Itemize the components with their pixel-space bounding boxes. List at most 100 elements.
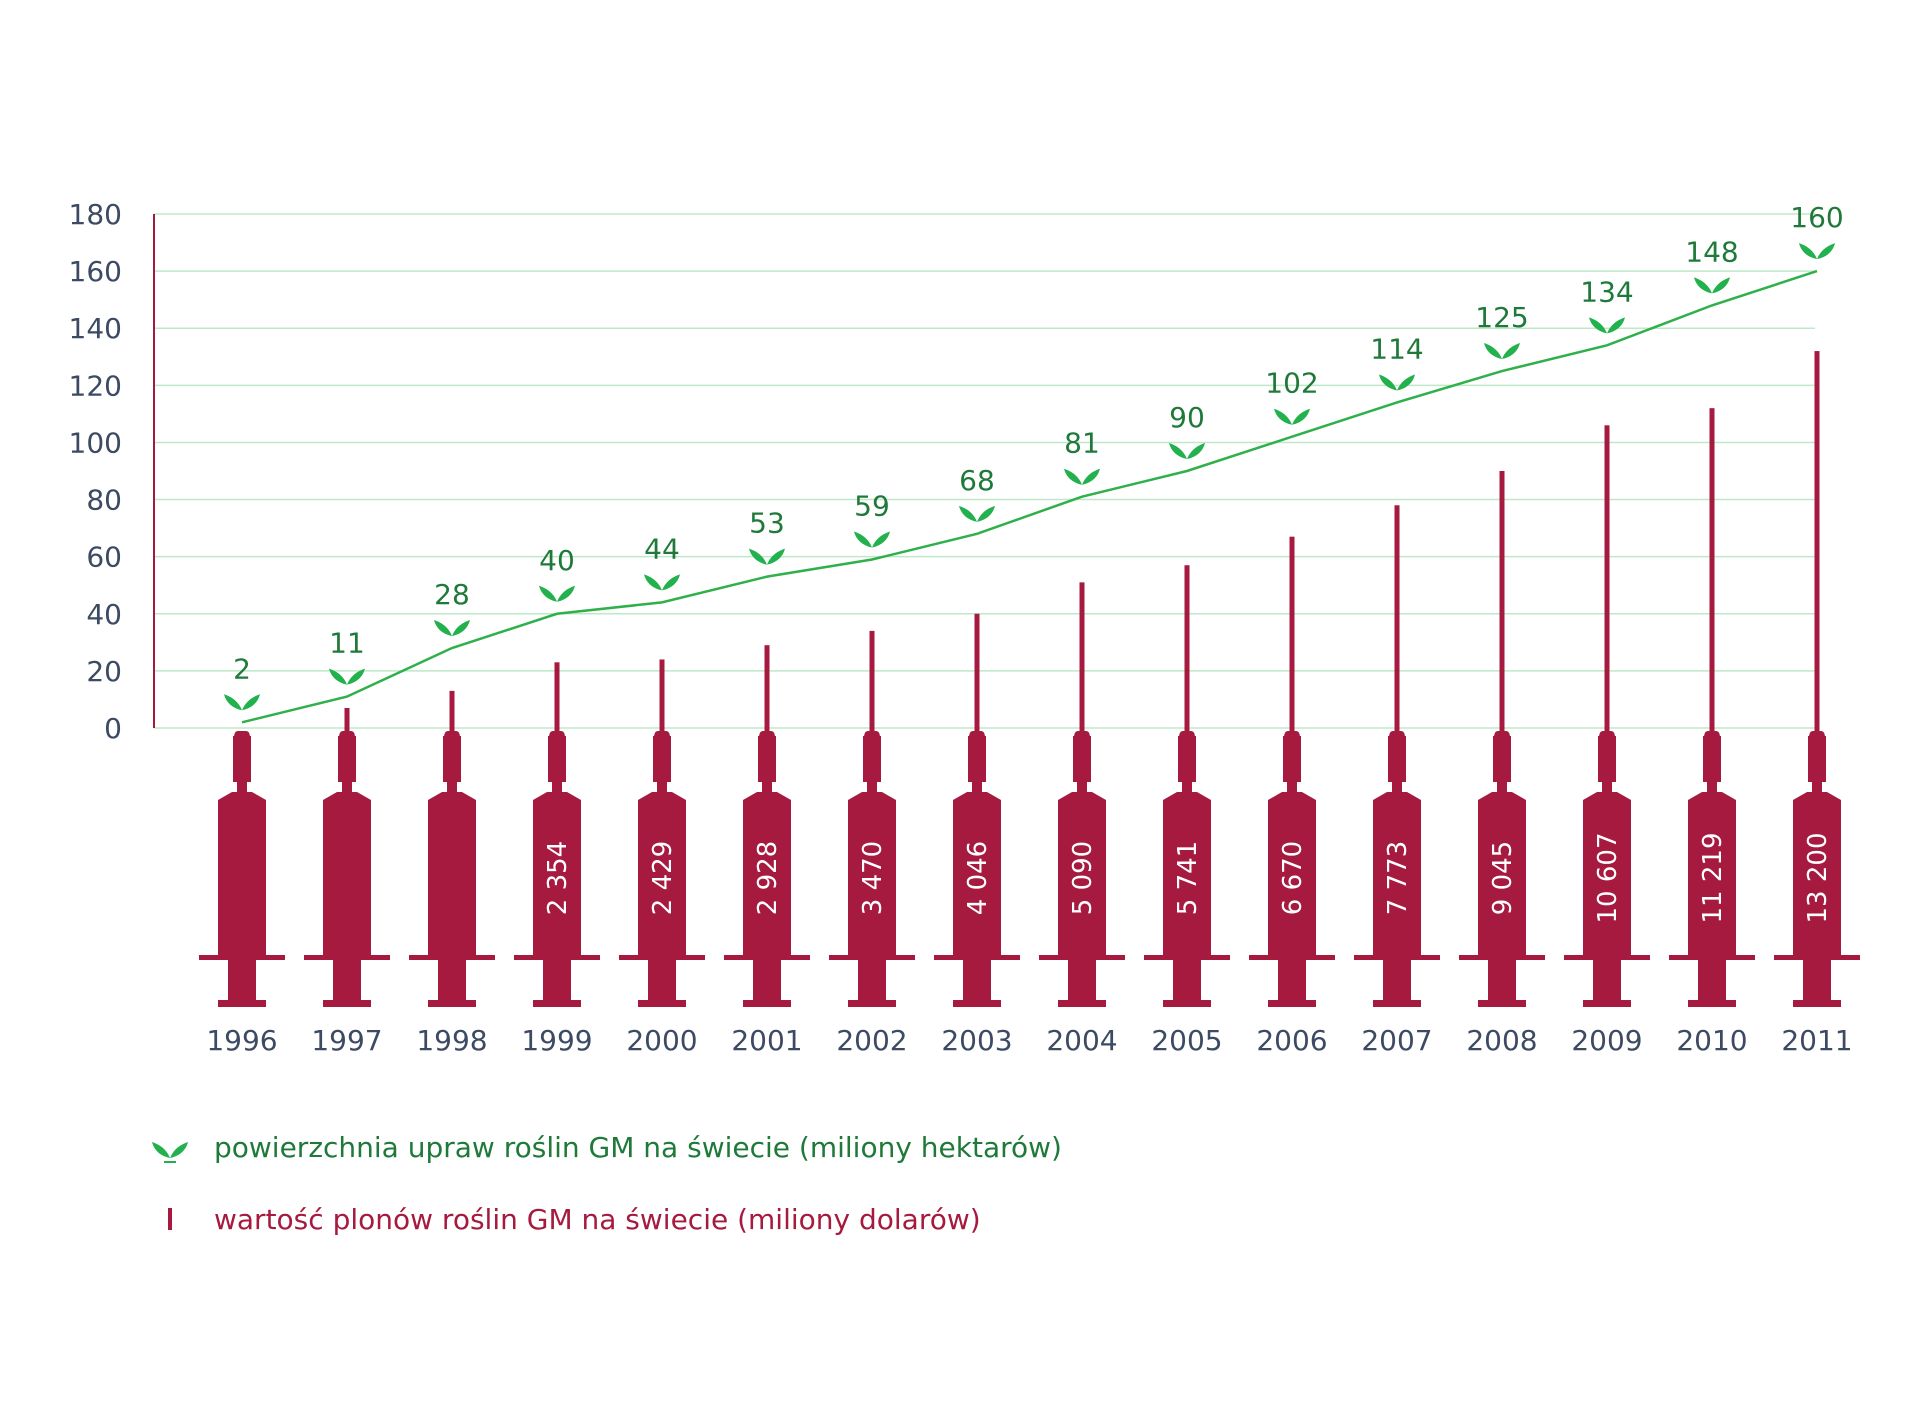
syringe: 2 354 [514, 662, 600, 1007]
leaf-right [767, 548, 785, 565]
leaf-right [1397, 374, 1415, 391]
syringe-tip [1493, 736, 1511, 782]
syringe-plunger [228, 960, 256, 1000]
syringe-needle [1079, 582, 1085, 735]
leaf-marker [1589, 317, 1625, 334]
x-tick-label: 1999 [521, 1024, 592, 1057]
syringe-thumb [533, 1000, 581, 1007]
syringe-plunger [1068, 960, 1096, 1000]
leaf-marker [1274, 408, 1310, 425]
syringe-plunger [1383, 960, 1411, 1000]
leaf-marker [1484, 343, 1520, 360]
x-tick-label: 2000 [626, 1024, 697, 1057]
syringe-needle [554, 662, 560, 735]
syringe-tip [758, 736, 776, 782]
x-tick-labels: 1996 1997 1998 1999 2000 2001 2002 2003 2004 2005… [206, 1024, 1852, 1057]
syringe-flange [514, 955, 600, 960]
area-line [241, 269, 1818, 724]
syringe-tip [1388, 736, 1406, 782]
syringe-plunger [333, 960, 361, 1000]
leaf-right [1712, 277, 1730, 294]
syringe-barrel [218, 792, 266, 955]
syringe-neck [972, 782, 982, 792]
y-tick-label: 160 [69, 255, 122, 288]
leaf-marker [959, 505, 995, 522]
leaf-right [662, 574, 680, 591]
leaf-left [224, 694, 242, 711]
syringe-plunger [438, 960, 466, 1000]
area-value-label: 114 [1370, 332, 1423, 365]
syringe-value-label: 13 200 [1803, 833, 1833, 924]
x-tick-label: 1996 [206, 1024, 277, 1057]
syringe-plunger [1803, 960, 1831, 1000]
syringe-thumb [638, 1000, 686, 1007]
syringe-tip [1073, 736, 1091, 782]
syringe-needle [1394, 505, 1400, 735]
syringe-value-label: 2 429 [648, 841, 678, 915]
grid-lines [154, 213, 1815, 729]
syringe-tip [1703, 736, 1721, 782]
area-value-label: 125 [1475, 301, 1528, 334]
leaf-right [977, 505, 995, 522]
syringe-tip [233, 736, 251, 782]
syringe-value-label: 9 045 [1488, 841, 1518, 915]
syringe-flange [724, 955, 810, 960]
syringe-value-label: 7 773 [1383, 841, 1413, 915]
syringe-barrel [323, 792, 371, 955]
syringe-thumb [1268, 1000, 1316, 1007]
syringe-needle [1814, 351, 1820, 735]
syringe-marks: 2 354 2 429 2 928 3 470 4 046 5 090 5 741 6 670… [199, 351, 1860, 1007]
leaf-left [1274, 408, 1292, 425]
syringe-tip [1598, 736, 1616, 782]
syringe: 6 670 [1249, 536, 1335, 1007]
x-tick-label: 2006 [1256, 1024, 1327, 1057]
y-tick-label: 0 [104, 712, 122, 745]
area-value-label: 53 [749, 507, 785, 540]
leaf-right [1292, 408, 1310, 425]
leaf-left [539, 585, 557, 602]
syringe-tip [548, 736, 566, 782]
area-value-label: 102 [1265, 367, 1318, 400]
leaf-left [1064, 468, 1082, 485]
x-tick-label: 2001 [731, 1024, 802, 1057]
leaf-left [329, 668, 347, 685]
leaf-left [959, 505, 977, 522]
leaf-right [872, 531, 890, 548]
area-value-label: 28 [434, 578, 470, 611]
area-value-label: 59 [854, 490, 890, 523]
x-tick-label: 1998 [416, 1024, 487, 1057]
syringe: 13 200 [1774, 351, 1860, 1007]
syringe-thumb [1163, 1000, 1211, 1007]
syringe-thumb [1583, 1000, 1631, 1007]
syringe-flange [1144, 955, 1230, 960]
leaf-left [854, 531, 872, 548]
area-value-label: 90 [1169, 401, 1205, 434]
syringe-barrel [1268, 792, 1316, 955]
x-tick-label: 2005 [1151, 1024, 1222, 1057]
syringe-needle [659, 659, 665, 735]
syringe-flange [1459, 955, 1545, 960]
syringe-flange [619, 955, 705, 960]
leaf-marker [854, 531, 890, 548]
area-value-label: 2 [233, 652, 251, 685]
area-value-label: 44 [644, 532, 680, 565]
x-tick-label: 2003 [941, 1024, 1012, 1057]
syringe-flange [409, 955, 495, 960]
syringe-plunger [963, 960, 991, 1000]
syringe-neck [657, 782, 667, 792]
syringe-flange [1564, 955, 1650, 960]
area-value-label: 81 [1064, 427, 1100, 460]
syringe-needle [1289, 536, 1295, 735]
syringe-value-label: 11 219 [1698, 833, 1728, 924]
syringe-flange [934, 955, 1020, 960]
area-value-label: 134 [1580, 275, 1633, 308]
legend-area-label: powierzchnia upraw roślin GM na świecie … [214, 1131, 1062, 1164]
y-tick-labels: 0 20 40 60 80 100 120 140 160 180 [69, 198, 122, 745]
syringe-plunger [1278, 960, 1306, 1000]
syringe-flange [304, 955, 390, 960]
leaf-right [1817, 243, 1835, 260]
leaf-marker [224, 694, 260, 711]
syringe-barrel [638, 792, 686, 955]
syringe: 4 046 [934, 613, 1020, 1007]
leaf-right [1502, 343, 1520, 360]
